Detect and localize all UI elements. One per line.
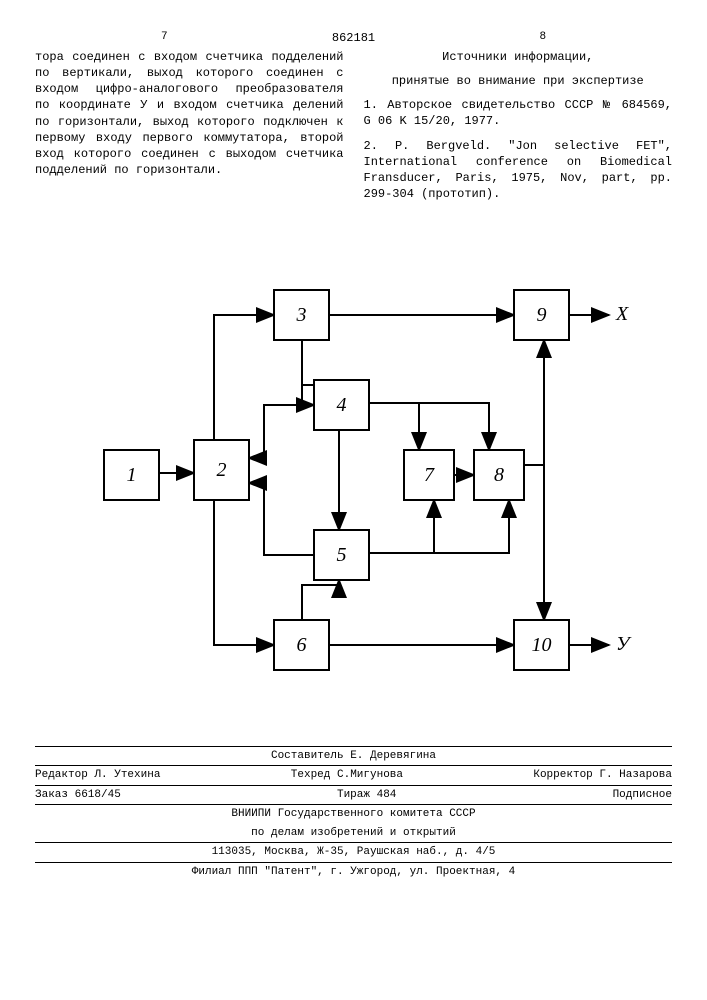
- imprint-footer: Составитель Е. Деревягина Редактор Л. Ут…: [35, 746, 672, 882]
- sources-header-1: Источники информации,: [364, 49, 673, 65]
- reference-2: 2. P. Bergveld. "Jon selective FET", Int…: [364, 138, 673, 203]
- editor: Редактор Л. Утехина: [35, 767, 160, 784]
- address-2: Филиал ППП "Патент", г. Ужгород, ул. Про…: [35, 863, 672, 882]
- col-num-right: 8: [414, 30, 673, 45]
- svg-text:У: У: [616, 633, 632, 655]
- svg-text:2: 2: [216, 459, 226, 481]
- svg-text:X: X: [615, 303, 629, 325]
- order-num: Заказ 6618/45: [35, 787, 121, 804]
- left-column: тора соединен с входом счетчика подделен…: [35, 49, 344, 211]
- tirazh: Тираж 484: [337, 787, 396, 804]
- svg-text:8: 8: [494, 464, 504, 486]
- svg-text:4: 4: [336, 394, 346, 416]
- subscription: Подписное: [613, 787, 672, 804]
- svg-text:6: 6: [296, 634, 306, 656]
- patent-number: 862181: [314, 30, 394, 49]
- col-num-left: 7: [35, 30, 294, 45]
- svg-text:7: 7: [424, 464, 435, 486]
- svg-text:3: 3: [295, 304, 306, 326]
- svg-text:9: 9: [536, 304, 546, 326]
- block-diagram: 1 2 3 4 5 6 7 8 9 10 X У: [35, 230, 672, 705]
- svg-text:5: 5: [336, 544, 346, 566]
- left-body-text: тора соединен с входом счетчика подделен…: [35, 49, 344, 179]
- reference-1: 1. Авторское свидетельство СССР № 684569…: [364, 97, 673, 129]
- corrector: Корректор Г. Назарова: [533, 767, 672, 784]
- org-line-1: ВНИИПИ Государственного комитета СССР: [35, 805, 672, 824]
- techred: Техред С.Мигунова: [291, 767, 403, 784]
- compiler-line: Составитель Е. Деревягина: [35, 746, 672, 767]
- right-column: Источники информации, принятые во вниман…: [364, 49, 673, 211]
- sources-header-2: принятые во внимание при экспертизе: [364, 73, 673, 89]
- svg-text:1: 1: [126, 464, 136, 486]
- svg-text:10: 10: [531, 634, 551, 656]
- org-line-2: по делам изобретений и открытий: [35, 824, 672, 844]
- address-1: 113035, Москва, Ж-35, Раушская наб., д. …: [35, 843, 672, 863]
